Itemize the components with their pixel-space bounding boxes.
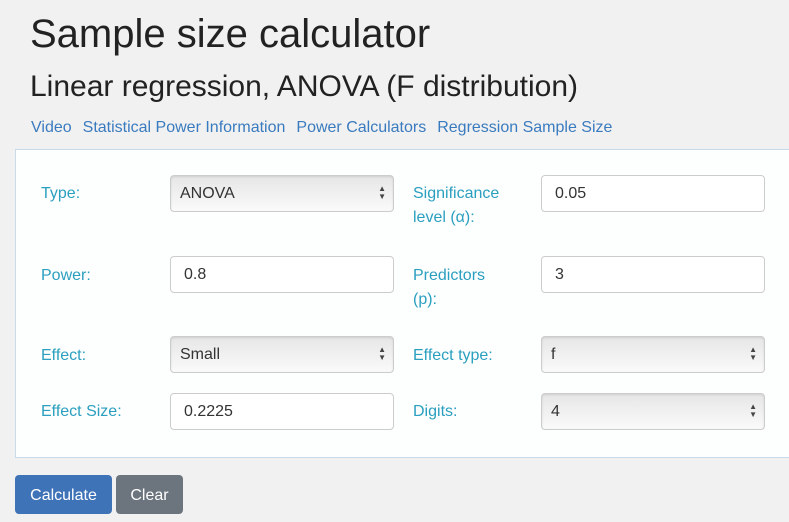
predictors-label: Predictors (p): (413, 264, 485, 312)
predictors-label-line2: (p): (413, 291, 437, 308)
select-arrows-icon: ▲ ▼ (378, 345, 386, 362)
effect-value: Small (180, 346, 221, 363)
digits-select[interactable]: 4 ▲ ▼ (541, 393, 765, 430)
type-value: ANOVA (180, 185, 235, 202)
link-power-calculators[interactable]: Power Calculators (296, 119, 427, 136)
page-title: Sample size calculator (30, 12, 431, 56)
link-video[interactable]: Video (31, 119, 72, 136)
predictors-label-line1: Predictors (413, 267, 486, 284)
link-regression-sample-size[interactable]: Regression Sample Size (437, 119, 613, 136)
effect-label: Effect: (41, 347, 87, 364)
power-input[interactable]: 0.8 (170, 256, 394, 293)
significance-label: Significance level (α): (413, 182, 499, 230)
effect-size-input[interactable]: 0.2225 (170, 393, 394, 430)
significance-label-line2: level (α): (413, 209, 475, 226)
effect-type-label: Effect type: (413, 347, 493, 364)
effect-type-select[interactable]: f ▲ ▼ (541, 336, 765, 373)
type-label: Type: (41, 185, 81, 202)
select-arrows-icon: ▲ ▼ (378, 184, 386, 201)
effect-type-value: f (551, 346, 556, 363)
page-subtitle: Linear regression, ANOVA (F distribution… (30, 70, 579, 103)
digits-label: Digits: (413, 403, 458, 420)
nav-links: Video Statistical Power Information Power … (31, 119, 623, 137)
significance-label-line1: Significance (413, 185, 500, 202)
predictors-input[interactable]: 3 (541, 256, 765, 293)
digits-value: 4 (551, 403, 560, 420)
effect-size-label: Effect Size: (41, 403, 122, 420)
power-label: Power: (41, 267, 91, 284)
significance-input[interactable]: 0.05 (541, 175, 765, 212)
type-select[interactable]: ANOVA ▲ ▼ (170, 175, 394, 212)
select-arrows-icon: ▲ ▼ (749, 345, 757, 362)
select-arrows-icon: ▲ ▼ (749, 402, 757, 419)
effect-select[interactable]: Small ▲ ▼ (170, 336, 394, 373)
calculate-button[interactable]: Calculate (15, 475, 112, 514)
clear-button[interactable]: Clear (116, 475, 183, 514)
link-power-info[interactable]: Statistical Power Information (82, 119, 286, 136)
